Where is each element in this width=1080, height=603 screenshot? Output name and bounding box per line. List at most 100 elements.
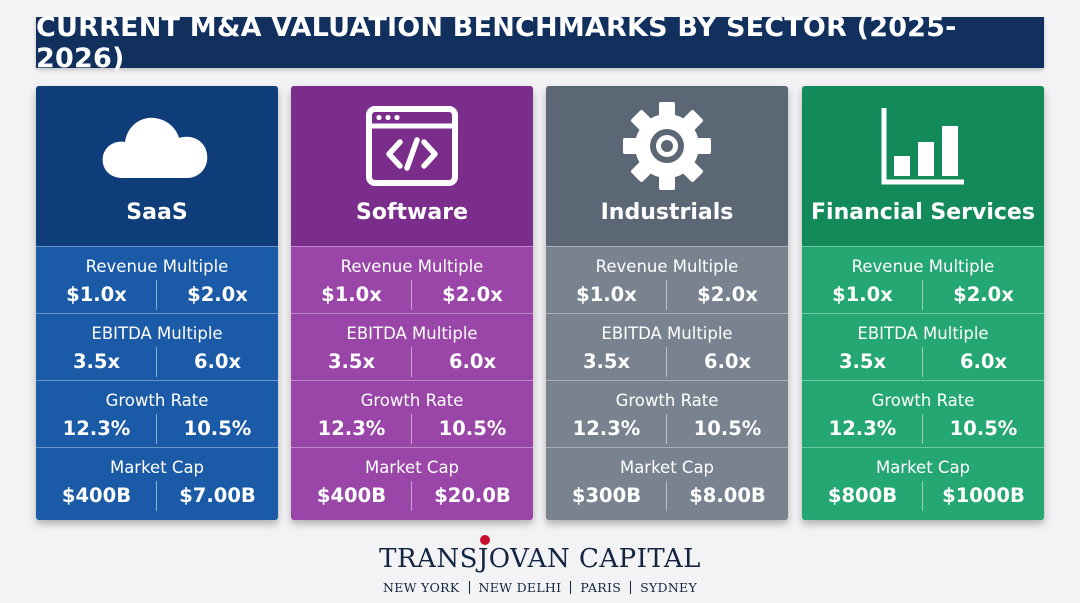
revenue-multiple-row: Revenue Multiple $1.0x $2.0x [291,246,533,314]
metric-label: Revenue Multiple [85,257,229,276]
metric-low-value: 3.5x [72,350,121,373]
metric-high-value: 6.0x [448,350,497,373]
market-cap-row: Market Cap $400B $20.0B [291,447,533,515]
metric-high-value: 6.0x [193,350,242,373]
metric-label: EBITDA Multiple [601,324,733,343]
sector-name: Software [356,200,468,225]
sector-name: Financial Services [811,200,1035,225]
value-divider [922,414,923,444]
metric-high-value: $7.00B [179,484,256,507]
value-divider [666,414,667,444]
revenue-multiple-row: Revenue Multiple $1.0x $2.0x [36,246,278,314]
ebitda-multiple-row: EBITDA Multiple 3.5x 6.0x [546,313,788,381]
value-divider [666,347,667,377]
metric-label: EBITDA Multiple [91,324,223,343]
metric-label: Market Cap [875,458,971,477]
cloud-icon [36,100,278,192]
city-new-york: NEW YORK [382,580,460,595]
sector-card-saas: SaaS Revenue Multiple $1.0x $2.0x EBITDA… [36,86,278,520]
metric-high-value: 6.0x [703,350,752,373]
metric-low-value: $400B [61,484,132,507]
metric-label: Growth Rate [871,391,975,410]
value-divider [666,481,667,511]
sector-card-financial-services: Financial Services Revenue Multiple $1.0… [802,86,1044,520]
revenue-multiple-row: Revenue Multiple $1.0x $2.0x [546,246,788,314]
ebitda-multiple-row: EBITDA Multiple 3.5x 6.0x [802,313,1044,381]
city-sydney: SYDNEY [640,580,698,595]
metric-low-value: 3.5x [838,350,887,373]
market-cap-row: Market Cap $400B $7.00B [36,447,278,515]
value-divider [411,347,412,377]
metric-low-value: 12.3% [828,417,897,440]
growth-rate-row: Growth Rate 12.3% 10.5% [802,380,1044,448]
value-divider [922,481,923,511]
metric-low-value: 3.5x [582,350,631,373]
metric-low-value: $1.0x [832,283,893,306]
metric-low-value: 12.3% [317,417,386,440]
value-divider [156,414,157,444]
city-paris: PARIS [580,580,622,595]
metric-label: Growth Rate [105,391,209,410]
metric-low-value: $1.0x [576,283,637,306]
metric-label: Revenue Multiple [340,257,484,276]
metric-low-value: 3.5x [327,350,376,373]
metric-low-value: 12.3% [572,417,641,440]
city-new-delhi: NEW DELHI [478,580,562,595]
brand-accent-dot [480,535,490,545]
metric-high-value: $2.0x [442,283,503,306]
metric-high-value: 10.5% [693,417,762,440]
sector-cards: SaaS Revenue Multiple $1.0x $2.0x EBITDA… [36,86,1044,520]
metric-high-value: 6.0x [959,350,1008,373]
metric-high-value: 10.5% [183,417,252,440]
metric-high-value: $1000B [942,484,1025,507]
value-divider [666,280,667,310]
metric-high-value: $20.0B [434,484,511,507]
card-header: Financial Services [802,86,1044,246]
metric-label: EBITDA Multiple [857,324,989,343]
metric-high-value: $2.0x [953,283,1014,306]
metric-label: Market Cap [364,458,460,477]
sector-card-industrials: Industrials Revenue Multiple $1.0x $2.0x… [546,86,788,520]
growth-rate-row: Growth Rate 12.3% 10.5% [36,380,278,448]
growth-rate-row: Growth Rate 12.3% 10.5% [546,380,788,448]
metric-low-value: $1.0x [321,283,382,306]
ebitda-multiple-row: EBITDA Multiple 3.5x 6.0x [36,313,278,381]
metric-high-value: 10.5% [438,417,507,440]
sector-name: SaaS [126,200,188,225]
card-header: Industrials [546,86,788,246]
metric-label: Revenue Multiple [851,257,995,276]
metric-high-value: 10.5% [949,417,1018,440]
value-divider [411,481,412,511]
brand-logo-text: TRANSJOVAN CAPITAL [379,544,701,574]
office-locations: NEW YORK NEW DELHI PARIS SYDNEY [0,580,1080,595]
city-separator [630,581,632,594]
metric-label: Market Cap [619,458,715,477]
metric-low-value: $800B [827,484,898,507]
value-divider [922,347,923,377]
market-cap-row: Market Cap $800B $1000B [802,447,1044,515]
market-cap-row: Market Cap $300B $8.00B [546,447,788,515]
growth-rate-row: Growth Rate 12.3% 10.5% [291,380,533,448]
metric-label: Growth Rate [615,391,719,410]
value-divider [411,280,412,310]
value-divider [411,414,412,444]
metric-low-value: 12.3% [62,417,131,440]
metric-high-value: $8.00B [689,484,766,507]
gear-icon [546,100,788,192]
value-divider [156,347,157,377]
metric-label: EBITDA Multiple [346,324,478,343]
metric-low-value: $300B [571,484,642,507]
revenue-multiple-row: Revenue Multiple $1.0x $2.0x [802,246,1044,314]
value-divider [922,280,923,310]
metric-high-value: $2.0x [697,283,758,306]
city-separator [570,581,572,594]
metric-label: Revenue Multiple [595,257,739,276]
value-divider [156,280,157,310]
card-header: SaaS [36,86,278,246]
metric-low-value: $400B [316,484,387,507]
metric-label: Growth Rate [360,391,464,410]
metric-label: Market Cap [109,458,205,477]
metric-high-value: $2.0x [187,283,248,306]
page-title: CURRENT M&A VALUATION BENCHMARKS BY SECT… [36,12,1044,74]
metric-low-value: $1.0x [66,283,127,306]
